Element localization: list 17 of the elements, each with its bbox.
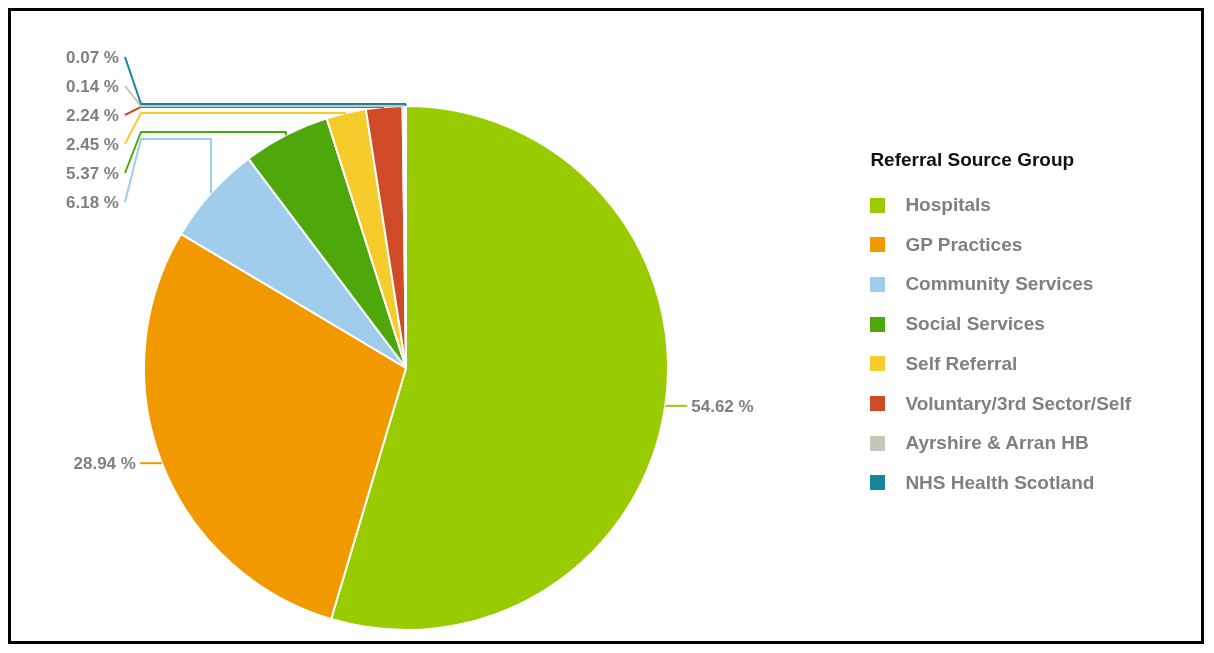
data-label: 6.18 % — [66, 192, 119, 212]
legend-label: Self Referral — [905, 352, 1018, 375]
legend-label: Voluntary/3rd Sector/Self — [905, 392, 1131, 415]
data-label: 2.45 % — [66, 134, 119, 154]
data-label: 28.94 % — [73, 454, 136, 474]
data-label: 2.24 % — [66, 105, 119, 125]
data-label: 54.62 % — [691, 396, 754, 416]
data-label: 0.14 % — [66, 76, 119, 96]
legend-label: GP Practices — [905, 233, 1023, 256]
legend-label: NHS Health Scotland — [905, 471, 1095, 494]
legend-label: Hospitals — [905, 194, 991, 217]
data-label: 5.37 % — [66, 163, 119, 183]
data-label: 0.07 % — [66, 47, 119, 67]
legend-label: Ayrshire & Arran HB — [905, 432, 1089, 455]
legend-label: Community Services — [905, 273, 1094, 296]
legend-title: Referral Source Group — [870, 149, 1076, 172]
legend-label: Social Services — [905, 313, 1045, 336]
